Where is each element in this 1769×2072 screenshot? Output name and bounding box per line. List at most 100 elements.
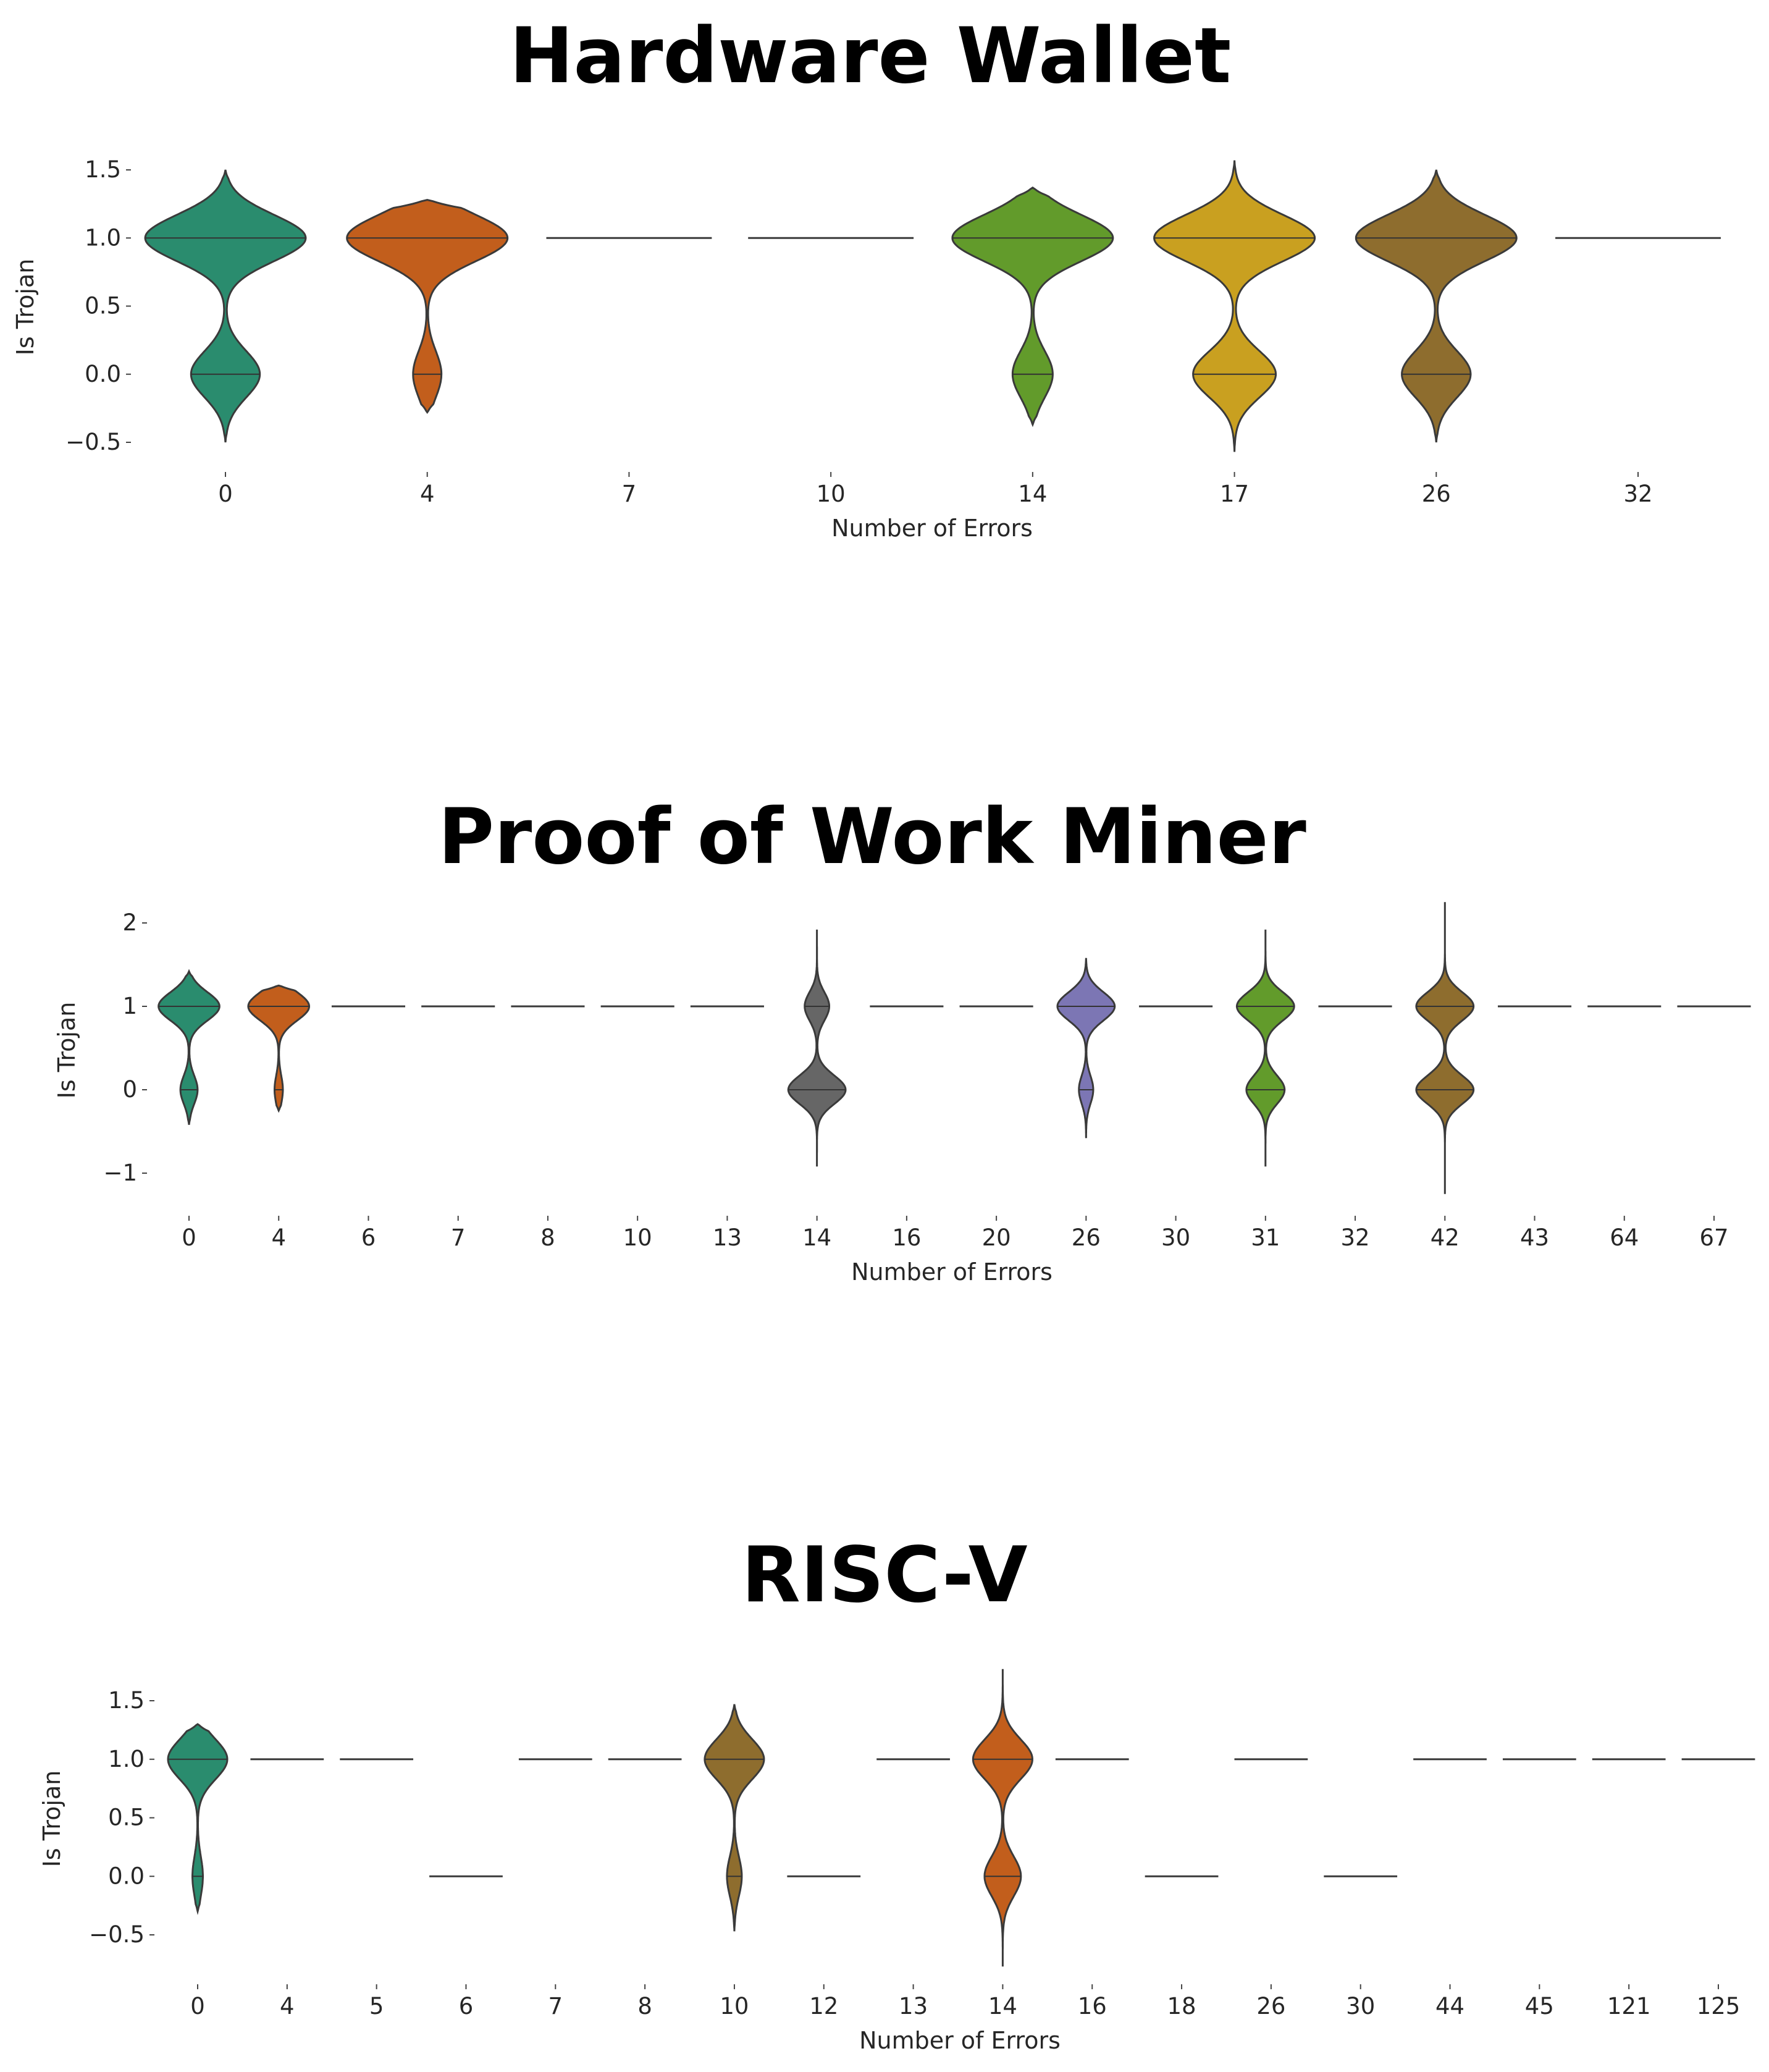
y-tick-label: 0.5 [85, 293, 121, 319]
violin-body [1056, 958, 1116, 1139]
y-tick-label: 1.5 [85, 156, 121, 183]
x-tick-label: 30 [1346, 1993, 1375, 2019]
violin-26 [1355, 169, 1518, 443]
y-tick-label: 1.5 [108, 1687, 145, 1714]
x-tick-label: 5 [369, 1993, 384, 2019]
x-tick-label: 26 [1072, 1224, 1101, 1251]
x-tick-label: 16 [892, 1224, 921, 1251]
x-tick-label: 6 [459, 1993, 474, 2019]
x-tick-label: 32 [1341, 1224, 1370, 1251]
violin-31 [1235, 929, 1295, 1167]
violin-4 [247, 984, 310, 1113]
x-tick-label: 7 [451, 1224, 466, 1251]
x-tick-label: 18 [1167, 1993, 1196, 2019]
violin-body [247, 984, 310, 1113]
x-tick-label: 64 [1610, 1224, 1639, 1251]
panel-title: RISC-V [741, 1531, 1027, 1620]
plot-area: −0.50.00.51.01.50 4 5 6 7 8 10 12 13 14 16 18 26 30 44… [89, 1669, 1755, 2019]
violin-14 [787, 929, 847, 1167]
violin-body [787, 929, 847, 1167]
y-tick-label: 1.0 [108, 1746, 145, 1772]
x-axis-label: Number of Errors [859, 2027, 1061, 2054]
violin-body [167, 1723, 229, 1915]
y-axis-label: Is Trojan [53, 1002, 80, 1099]
y-tick-label: 1.0 [85, 224, 121, 251]
x-tick-label: 6 [361, 1224, 376, 1251]
violin-0 [167, 1723, 229, 1915]
x-tick-label: 8 [637, 1993, 652, 2019]
x-tick-label: 32 [1623, 481, 1652, 507]
violin-body [1235, 929, 1295, 1167]
x-tick-label: 17 [1220, 481, 1249, 507]
x-tick-label: 0 [218, 481, 233, 507]
violin-42 [1415, 902, 1475, 1194]
violin-body [1153, 160, 1316, 452]
violin-body [951, 186, 1114, 427]
x-tick-label: 0 [182, 1224, 196, 1251]
x-tick-label: 4 [420, 481, 435, 507]
y-tick-label: −0.5 [65, 429, 121, 455]
x-tick-label: 42 [1431, 1224, 1460, 1251]
y-tick-label: −0.5 [89, 1921, 145, 1948]
x-tick-label: 10 [817, 481, 846, 507]
x-tick-label: 121 [1607, 1993, 1651, 2019]
x-tick-label: 14 [988, 1993, 1017, 2019]
x-tick-label: 0 [190, 1993, 205, 2019]
x-axis-label: Number of Errors [831, 515, 1033, 542]
violin-0 [144, 169, 307, 443]
violin-body [1415, 902, 1475, 1194]
y-tick-label: 0.0 [108, 1863, 145, 1889]
y-tick-label: −1 [103, 1160, 137, 1186]
x-tick-label: 20 [982, 1224, 1011, 1251]
x-tick-label: 45 [1525, 1993, 1554, 2019]
x-tick-label: 67 [1699, 1224, 1728, 1251]
y-tick-label: 0 [122, 1076, 137, 1103]
x-tick-label: 31 [1251, 1224, 1280, 1251]
violin-body [346, 198, 509, 415]
x-tick-label: 16 [1078, 1993, 1107, 2019]
violin-body [1355, 169, 1518, 443]
x-tick-label: 125 [1697, 1993, 1741, 2019]
x-tick-label: 26 [1256, 1993, 1285, 2019]
violin-14 [951, 186, 1114, 427]
y-tick-label: 0.0 [85, 361, 121, 387]
x-tick-label: 43 [1520, 1224, 1549, 1251]
y-axis-label: Is Trojan [12, 259, 39, 356]
x-tick-label: 7 [622, 481, 637, 507]
x-axis-label: Number of Errors [851, 1258, 1053, 1286]
plot-area: −0.5 0.0 0.5 1.0 1.5 0 4 7 10 14 17 26 32 [65, 156, 1721, 507]
x-tick-label: 44 [1435, 1993, 1464, 2019]
x-tick-label: 26 [1422, 481, 1451, 507]
y-tick-label: 0.5 [108, 1805, 145, 1831]
x-tick-label: 4 [280, 1993, 295, 2019]
x-tick-label: 8 [540, 1224, 555, 1251]
x-tick-label: 4 [271, 1224, 286, 1251]
violin-10 [704, 1704, 765, 1932]
panel-title: Hardware Wallet [510, 12, 1231, 101]
panel-title: Proof of Work Miner [438, 793, 1306, 882]
x-tick-label: 14 [802, 1224, 831, 1251]
x-tick-label: 12 [809, 1993, 838, 2019]
x-tick-label: 7 [548, 1993, 563, 2019]
violin-body [704, 1704, 765, 1932]
violin-17 [1153, 160, 1316, 452]
panel-hardware-wallet: Hardware Wallet −0.5 0.0 0.5 1.0 1.5 0 4 7 10 14 1… [12, 12, 1721, 542]
x-tick-label: 30 [1161, 1224, 1190, 1251]
x-tick-label: 10 [720, 1993, 749, 2019]
violin-body [158, 969, 221, 1125]
violin-14 [972, 1669, 1033, 1967]
y-tick-label: 1 [122, 993, 137, 1019]
violin-body [144, 169, 307, 443]
violin-26 [1056, 958, 1116, 1139]
violin-0 [158, 969, 221, 1125]
violin-4 [346, 198, 509, 415]
y-axis-label: Is Trojan [38, 1771, 65, 1868]
violin-body [972, 1669, 1033, 1967]
x-tick-label: 10 [623, 1224, 652, 1251]
x-tick-label: 14 [1018, 481, 1047, 507]
x-tick-label: 13 [713, 1224, 742, 1251]
y-tick-label: 2 [122, 909, 137, 936]
x-tick-label: 13 [899, 1993, 928, 2019]
